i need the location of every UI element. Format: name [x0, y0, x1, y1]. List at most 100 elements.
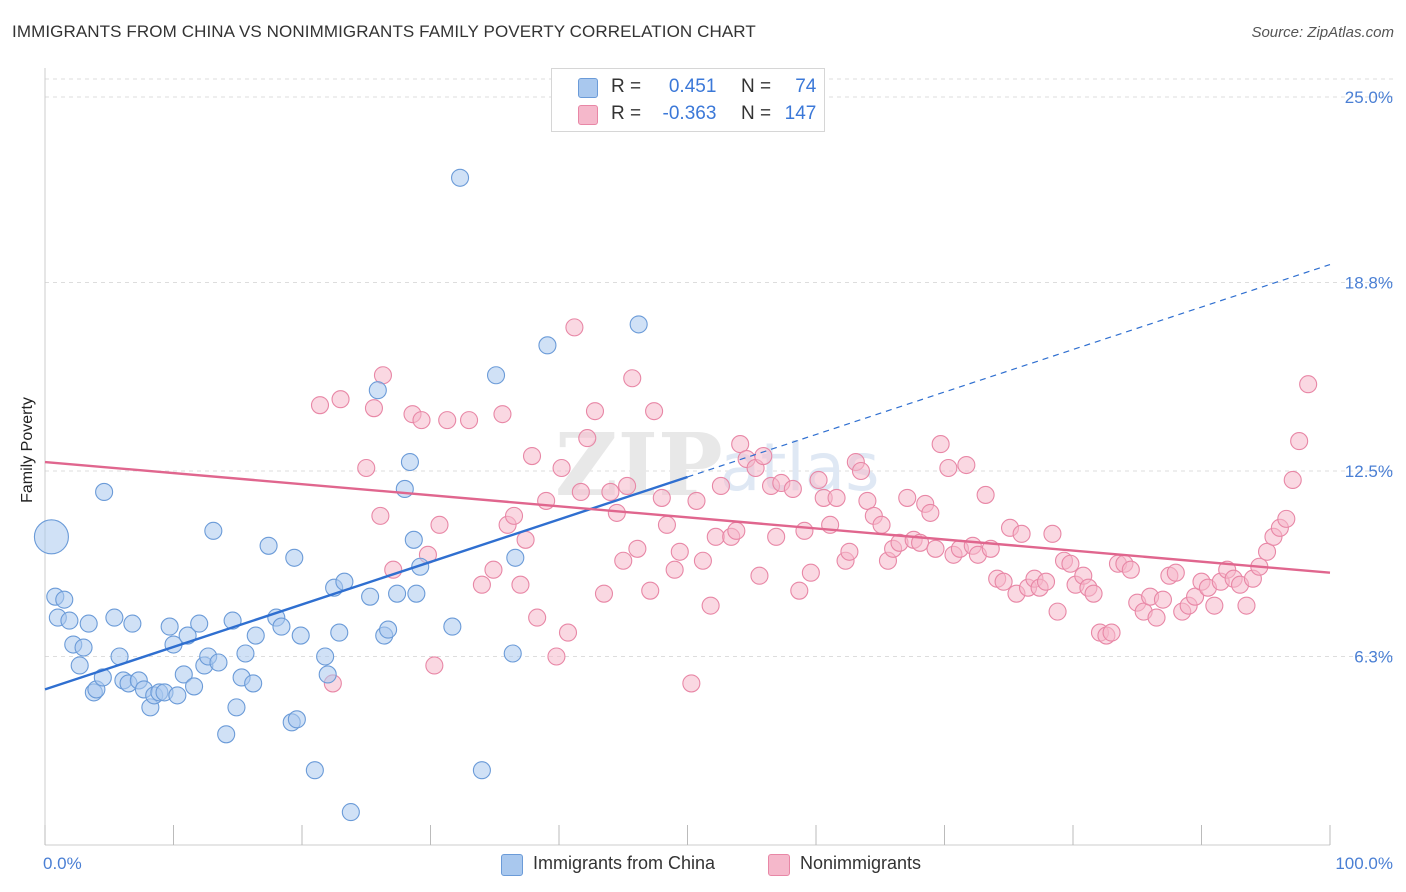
series-legend: Immigrants from China Nonimmigrants [0, 850, 1406, 880]
china-point [209, 653, 228, 672]
nonimmigrants-point [552, 458, 571, 478]
nonimmigrants-point [578, 429, 597, 448]
nonimmigrants-point [504, 506, 524, 525]
source-credit: Source: ZipAtlas.com [1251, 24, 1394, 41]
nonimmigrants-point [484, 560, 503, 579]
nonimmigrants-point [623, 369, 642, 388]
nonimmigrants-point [921, 503, 940, 522]
china-point [318, 665, 337, 684]
nonimmigrants-point [412, 411, 431, 430]
r-value: 0.451 [668, 76, 717, 97]
nonimmigrants-point [665, 560, 684, 579]
nonimmigrants-point [364, 399, 384, 418]
nonimmigrants-point [1012, 524, 1031, 543]
nonimmigrants-point [801, 563, 820, 582]
nonimmigrants-point [827, 488, 846, 507]
china-point [70, 656, 89, 675]
china-point [79, 614, 98, 633]
china-point [316, 647, 335, 666]
nonimmigrants-point [1257, 542, 1277, 561]
nonimmigrants-point [931, 435, 950, 454]
nonimmigrants-point [872, 515, 891, 534]
china-point [227, 698, 246, 717]
nonimmigrants-point [851, 461, 871, 481]
nonimmigrants-point [472, 575, 491, 594]
immigrants-from-china-points [33, 168, 648, 822]
china-point [451, 168, 470, 187]
stats-text-nonimmigrants: R = -0.363 N = 147 [611, 103, 816, 125]
nonimmigrants-point [706, 527, 725, 546]
nonimmigrants-point [459, 411, 479, 430]
china-legend-swatch [501, 854, 523, 876]
china-point [244, 674, 263, 693]
nonimmigrants-point [1166, 563, 1185, 582]
nonimmigrants-point [594, 584, 614, 603]
china-point [629, 315, 648, 334]
china-point [74, 638, 93, 657]
nonimmigrants-point [809, 470, 828, 490]
china-point [400, 452, 419, 472]
china-point [443, 617, 462, 636]
china-swatch [578, 78, 598, 98]
nonimmigrants-point [1283, 470, 1302, 490]
china-point [506, 548, 525, 567]
nonimmigrants-point [430, 515, 449, 534]
china-point [285, 548, 304, 567]
nonimmigrants-point [1121, 560, 1140, 579]
nonimmigrants-point [840, 542, 859, 561]
nonimmigrants-point [1102, 623, 1121, 642]
nonimmigrants-point [976, 485, 995, 504]
nonimmigrants-point [331, 390, 350, 409]
nonimmigrants-point [618, 476, 637, 496]
nonimmigrants-point [645, 402, 664, 421]
nonimmigrants-trend-line [44, 460, 1331, 574]
nonimmigrants-point [1299, 375, 1318, 394]
nonimmigrants-point [516, 530, 535, 549]
china-point [168, 686, 187, 705]
stats-legend: R = 0.451 N = 74 R = -0.363 N = 147 [551, 68, 825, 132]
china-point [388, 584, 407, 603]
nonimmigrants-point [657, 515, 676, 534]
nonimmigrants-point [898, 488, 917, 507]
trend-lines [44, 263, 1331, 691]
nonimmigrants-point [641, 581, 660, 600]
nonimmigrants-point [522, 446, 542, 466]
y-tick-label: 25.0% [1345, 88, 1393, 107]
nonimmigrants-point [682, 674, 701, 693]
nonimmigrants-point [767, 527, 786, 546]
china-point [93, 668, 112, 687]
nonimmigrants-point [547, 647, 566, 666]
nonimmigrants-point [371, 506, 390, 525]
china-point [291, 626, 310, 645]
n-label: N = [740, 103, 772, 124]
nonimmigrants-point [652, 488, 671, 507]
china-point [236, 644, 255, 663]
nonimmigrants-point [1147, 608, 1166, 627]
nonimmigrants-point [1036, 572, 1056, 591]
china-point [259, 536, 278, 555]
nonimmigrants-point [1186, 587, 1205, 606]
china-point [538, 336, 557, 355]
nonimmigrants-point [795, 521, 814, 540]
x-tick-label: 100.0% [1335, 854, 1393, 873]
china-point [55, 590, 74, 609]
nonimmigrants-point [1061, 554, 1080, 573]
tick-labels: 6.3% 12.5% 18.8% 25.0% 0.0% 100.0% [43, 88, 1393, 873]
china-legend-label: Immigrants from China [533, 853, 716, 873]
y-tick-label: 12.5% [1345, 462, 1393, 481]
nonimmigrants-point [750, 566, 769, 585]
n-value: 147 [784, 103, 817, 124]
r-label: R = [611, 103, 642, 124]
nonimmigrants-point [783, 479, 802, 499]
china-point [204, 521, 223, 540]
n-label: N = [740, 76, 772, 97]
nonimmigrants-point [1084, 584, 1103, 603]
china-point [217, 725, 236, 744]
china-point [33, 519, 69, 555]
china-point [174, 665, 193, 684]
china-point [123, 614, 142, 633]
nonimmigrants-point [858, 491, 877, 510]
r-label: R = [611, 76, 642, 97]
nonimmigrants-point [310, 396, 330, 415]
china-point [330, 623, 349, 642]
